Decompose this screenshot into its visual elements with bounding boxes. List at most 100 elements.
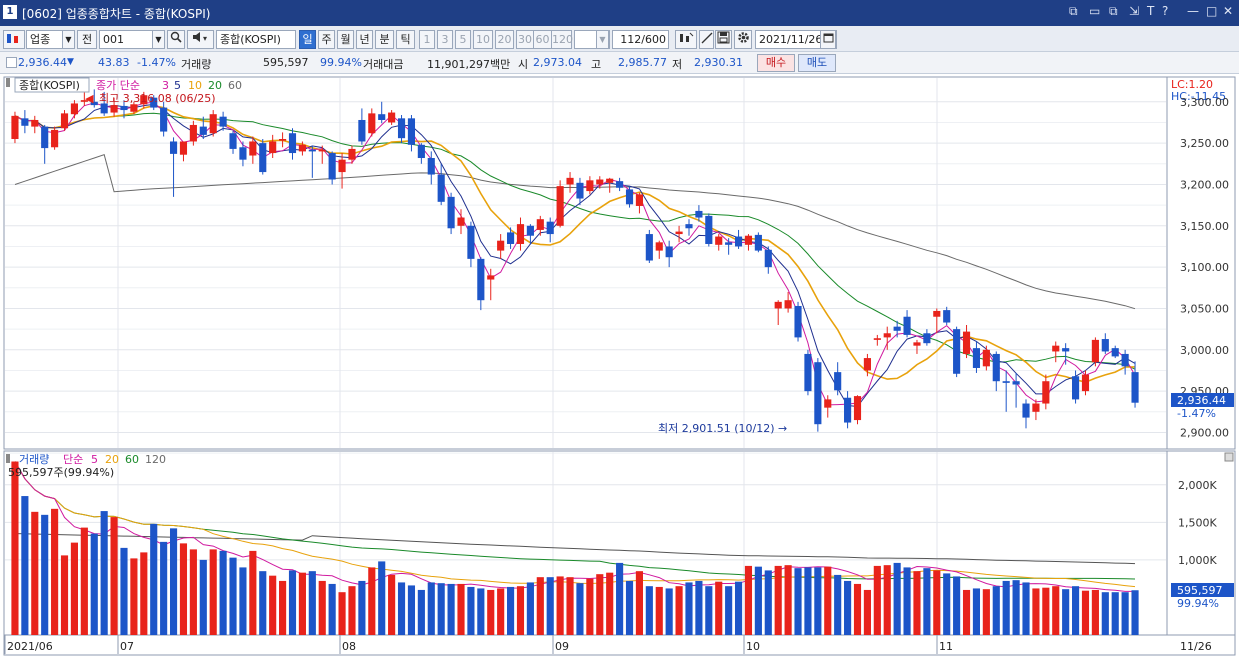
help-icon[interactable]: ?	[1162, 4, 1169, 18]
interval-20-button[interactable]: 20	[495, 30, 514, 49]
candle-body	[110, 105, 118, 113]
volume-tick-labels: 2,000K 1,500K 1,000K	[1178, 479, 1217, 567]
volume-bar	[873, 565, 881, 635]
volume-legend-title: 거래량	[19, 453, 49, 466]
candle-body	[249, 141, 257, 156]
minimize-panel-icon[interactable]: ▭	[1089, 4, 1101, 18]
candle-body	[516, 224, 525, 244]
candle-body	[348, 148, 356, 160]
candle-body	[625, 189, 634, 205]
count-field[interactable]: 112/600	[612, 30, 669, 49]
market-dropdown-icon[interactable]: ▼	[62, 30, 75, 49]
date-input[interactable]: 2021/11/26	[755, 30, 837, 49]
panel-handle-icon[interactable]	[6, 78, 10, 87]
last-price-label: 2,936.44	[1177, 394, 1226, 407]
candle-body	[209, 114, 217, 134]
candle-body	[844, 397, 852, 423]
volume-bar	[308, 571, 316, 635]
speaker-icon[interactable]: ▾	[187, 30, 214, 49]
buy-button[interactable]: 매수	[757, 54, 795, 72]
period-day-tab[interactable]: 일	[299, 30, 316, 49]
interval-3-button[interactable]: 3	[437, 30, 453, 49]
maximize-window-icon[interactable]: □	[1206, 4, 1218, 18]
sell-button[interactable]: 매도	[798, 54, 836, 72]
candle-body	[665, 246, 673, 258]
volume-panel-close-icon[interactable]	[1224, 452, 1234, 462]
volume-panel-handle-icon[interactable]	[6, 454, 10, 463]
period-tick-tab[interactable]: 틱	[396, 30, 415, 49]
low-label: 저	[672, 58, 683, 71]
candle-body	[566, 177, 574, 185]
volume-ma5-line	[14, 461, 1135, 592]
ma60-line	[14, 154, 1136, 310]
drawing-line-icon[interactable]	[699, 30, 714, 49]
candle-body	[606, 178, 614, 183]
volume-bar	[655, 586, 663, 635]
volume-bar	[606, 572, 614, 635]
save-icon[interactable]	[715, 30, 732, 49]
price-axis	[1166, 76, 1236, 450]
candle-body	[80, 100, 88, 102]
volume-bar	[1081, 590, 1090, 635]
candle-body	[407, 118, 416, 145]
candle-body	[338, 159, 346, 173]
last-volume-box	[1171, 583, 1234, 597]
font-icon[interactable]: T	[1147, 4, 1155, 18]
interval-30-button[interactable]: 30	[516, 30, 534, 49]
date-label: 2021/06	[7, 640, 53, 653]
price-tick-label: 3,100.00	[1180, 261, 1229, 274]
period-month-tab[interactable]: 월	[337, 30, 354, 49]
collapse-checkbox[interactable]	[6, 57, 17, 68]
calendar-icon[interactable]	[820, 30, 836, 49]
period-minute-tab[interactable]: 분	[375, 30, 394, 49]
volume-bar	[923, 568, 931, 635]
period-week-tab[interactable]: 주	[318, 30, 335, 49]
count-total: /600	[641, 33, 666, 46]
volume-legend-simple: 단순	[63, 453, 83, 466]
volume-bar	[41, 514, 49, 635]
chart-area[interactable]: 종합(KOSPI) 종가 단순 3 5 10 20 60 ◀ 최고 3,316.…	[0, 74, 1239, 658]
restore-panel-icon[interactable]: ⧉	[1109, 4, 1118, 18]
candle-body	[556, 186, 564, 226]
volume-bar	[953, 576, 961, 635]
candle-body	[754, 234, 762, 251]
close-window-icon[interactable]: ✕	[1223, 4, 1234, 18]
volume-bar	[516, 586, 525, 635]
interval-60-button[interactable]: 60	[533, 30, 552, 49]
minimize-window-icon[interactable]: —	[1187, 4, 1199, 18]
code-dropdown-icon[interactable]: ▼	[152, 30, 165, 49]
volume-bar	[665, 588, 673, 635]
market-all-button[interactable]: 전	[77, 30, 97, 49]
period-year-tab[interactable]: 년	[356, 30, 373, 49]
volume-bar	[715, 581, 723, 635]
candlestick-chart[interactable]: 종합(KOSPI) 종가 단순 3 5 10 20 60 ◀ 최고 3,316.…	[0, 74, 1239, 658]
chart-type-icon[interactable]	[3, 30, 25, 49]
candle-body	[1022, 403, 1030, 418]
panel-name-box[interactable]	[14, 77, 90, 93]
custom-interval-dropdown-icon[interactable]: ▼	[596, 30, 609, 49]
link-window-icon[interactable]: ⧉	[1069, 4, 1078, 18]
price-panel	[3, 76, 1168, 450]
volume-bar	[1131, 590, 1139, 635]
interval-5-button[interactable]: 5	[455, 30, 471, 49]
volume-bar	[596, 574, 604, 635]
candle-body	[685, 224, 693, 229]
candle-body	[1081, 374, 1090, 392]
candle-body	[279, 139, 287, 141]
count-value: 112	[620, 33, 642, 46]
volume-bar	[616, 562, 624, 635]
volume-bar	[725, 586, 733, 635]
resize-icon[interactable]: ⇲	[1129, 4, 1140, 18]
indicator-tools-icon[interactable]	[675, 30, 697, 49]
volume-tick-label: 2,000K	[1178, 479, 1217, 492]
volume-bar	[804, 567, 812, 635]
volume-bar	[249, 550, 257, 635]
code-input[interactable]: 001	[99, 30, 165, 49]
search-icon[interactable]	[167, 30, 185, 49]
interval-120-button[interactable]: 120	[551, 30, 573, 49]
settings-gear-icon[interactable]	[734, 30, 752, 49]
interval-1-button[interactable]: 1	[419, 30, 435, 49]
volume-bar	[943, 573, 951, 635]
candle-body	[794, 305, 802, 338]
interval-10-button[interactable]: 10	[473, 30, 493, 49]
